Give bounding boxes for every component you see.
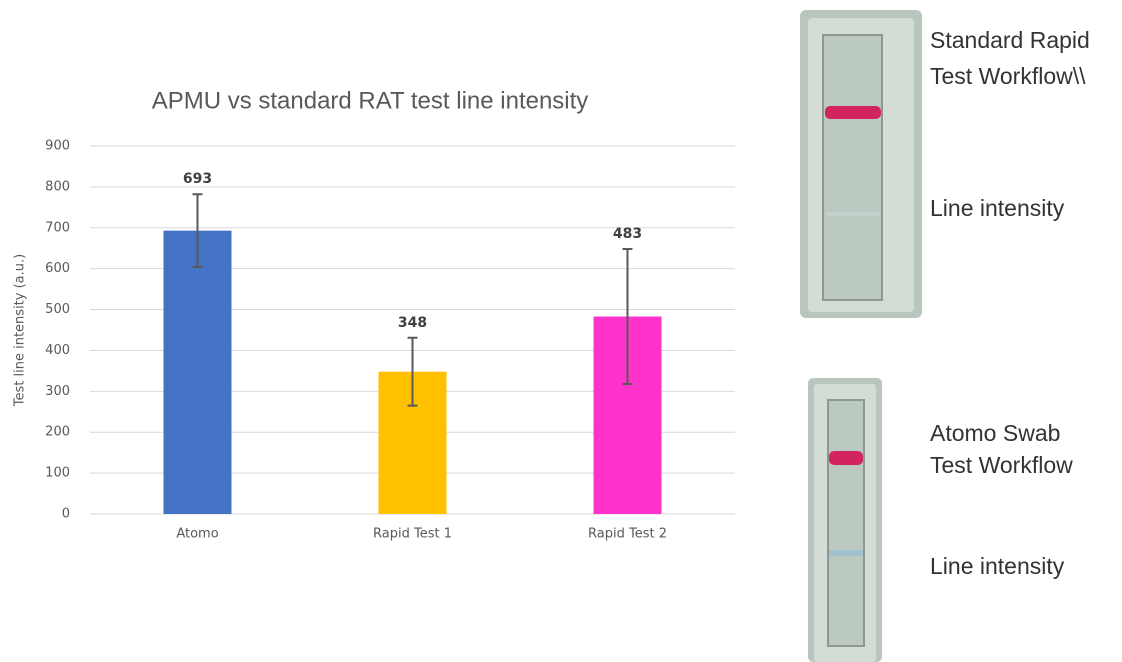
- test-strip-image: [800, 10, 922, 318]
- panel-title: Test Workflow: [930, 452, 1073, 478]
- bar: [163, 230, 232, 514]
- error-bar: [407, 336, 418, 407]
- panel-title: Atomo Swab: [930, 420, 1060, 446]
- y-tick-label: 700: [45, 220, 70, 235]
- x-tick-label: Rapid Test 2: [588, 527, 667, 542]
- error-bar: [622, 248, 633, 385]
- y-tick-label: 500: [45, 302, 70, 317]
- y-tick-label: 900: [45, 139, 70, 154]
- panel-label: Line intensity: [930, 195, 1065, 221]
- test-strip-image: [808, 378, 882, 662]
- panel-title: Standard Rapid: [930, 27, 1090, 53]
- y-axis-label: Test line intensity (a.u.): [13, 254, 28, 407]
- panel-label: Line intensity: [930, 553, 1065, 579]
- panel-title: Test Workflow\\: [930, 63, 1086, 89]
- y-tick-label: 100: [45, 466, 70, 481]
- data-label: 483: [613, 226, 642, 242]
- y-tick-label: 0: [62, 507, 70, 522]
- y-tick-label: 800: [45, 179, 70, 194]
- x-tick-label: Atomo: [176, 527, 218, 542]
- data-label: 693: [183, 171, 212, 187]
- y-tick-label: 200: [45, 425, 70, 440]
- y-tick-label: 300: [45, 384, 70, 399]
- chart-title: APMU vs standard RAT test line intensity: [152, 87, 589, 114]
- data-label: 348: [398, 315, 427, 331]
- x-tick-label: Rapid Test 1: [373, 527, 452, 542]
- error-bar: [192, 193, 203, 269]
- y-tick-label: 600: [45, 261, 70, 276]
- y-tick-label: 400: [45, 343, 70, 358]
